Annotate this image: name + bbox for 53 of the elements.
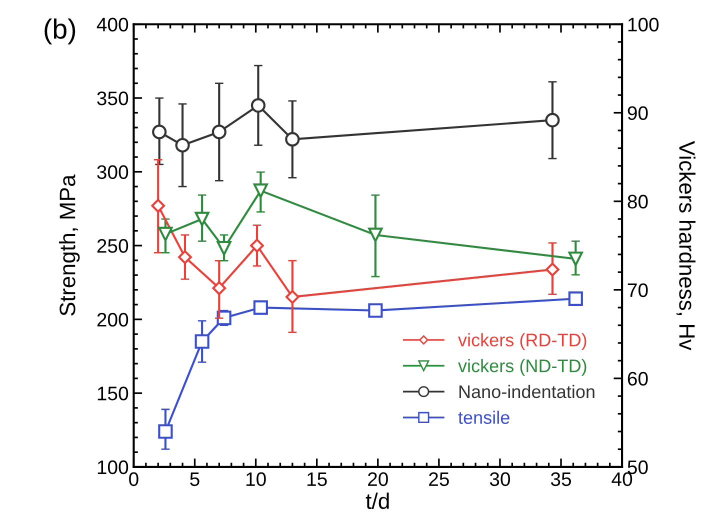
y2-tick-label: 90 [628, 106, 648, 120]
x-tick-label: 25 [429, 472, 449, 486]
point [212, 281, 226, 296]
y2-tick-label: 60 [628, 372, 648, 386]
x-tick-label: 10 [246, 472, 266, 486]
point [285, 132, 300, 147]
point [158, 226, 173, 242]
point [250, 238, 264, 253]
y-tick-label: 100 [98, 460, 128, 474]
point [250, 98, 266, 113]
point [253, 183, 268, 198]
y2-tick-label: 70 [628, 283, 648, 298]
x-tick-label: 30 [490, 472, 510, 486]
y-tick-label: 150 [98, 386, 128, 400]
point [368, 228, 383, 242]
x-tick-label: 40 [612, 472, 632, 486]
point [194, 212, 210, 226]
y-tick-label: 350 [97, 91, 128, 106]
x-axis-title: t/d [366, 492, 389, 510]
point [568, 252, 583, 266]
text: (b) [44, 18, 76, 44]
point [216, 240, 232, 256]
x-tick-label: 5 [190, 472, 200, 486]
y-tick-label: 250 [97, 239, 128, 253]
point [178, 250, 192, 264]
y2-tick-label: 100 [628, 18, 659, 32]
x-tick-label: 15 [308, 472, 327, 486]
legend-label: vickers (ND-TD) [458, 359, 586, 376]
point [568, 291, 583, 306]
x-tick-label: 20 [368, 472, 388, 486]
y-tick-label: 200 [97, 312, 128, 327]
point [152, 124, 167, 140]
x-tick-label: 35 [550, 472, 572, 486]
y-tick-label: 400 [96, 18, 128, 32]
y2-tick-label: 50 [628, 460, 648, 474]
point [368, 303, 383, 318]
y2-tick-label: 80 [628, 194, 648, 209]
x-tick-label: 0 [129, 472, 138, 486]
point [158, 424, 173, 439]
y-axis-title: Strength, MPa [59, 174, 80, 316]
legend-label: tensile [458, 410, 510, 424]
point [253, 300, 268, 315]
legend-label: Nano-indentation [459, 384, 594, 398]
y2-axis-title: Vickers hardness, Hv [676, 140, 696, 350]
point [212, 124, 226, 140]
point [546, 262, 560, 276]
legend-label: vickers (RD-TD) [458, 333, 586, 350]
point [194, 334, 210, 349]
point [175, 138, 190, 153]
point [285, 290, 300, 304]
point [545, 112, 560, 128]
y-tick-label: 300 [97, 165, 128, 180]
point [151, 198, 166, 213]
